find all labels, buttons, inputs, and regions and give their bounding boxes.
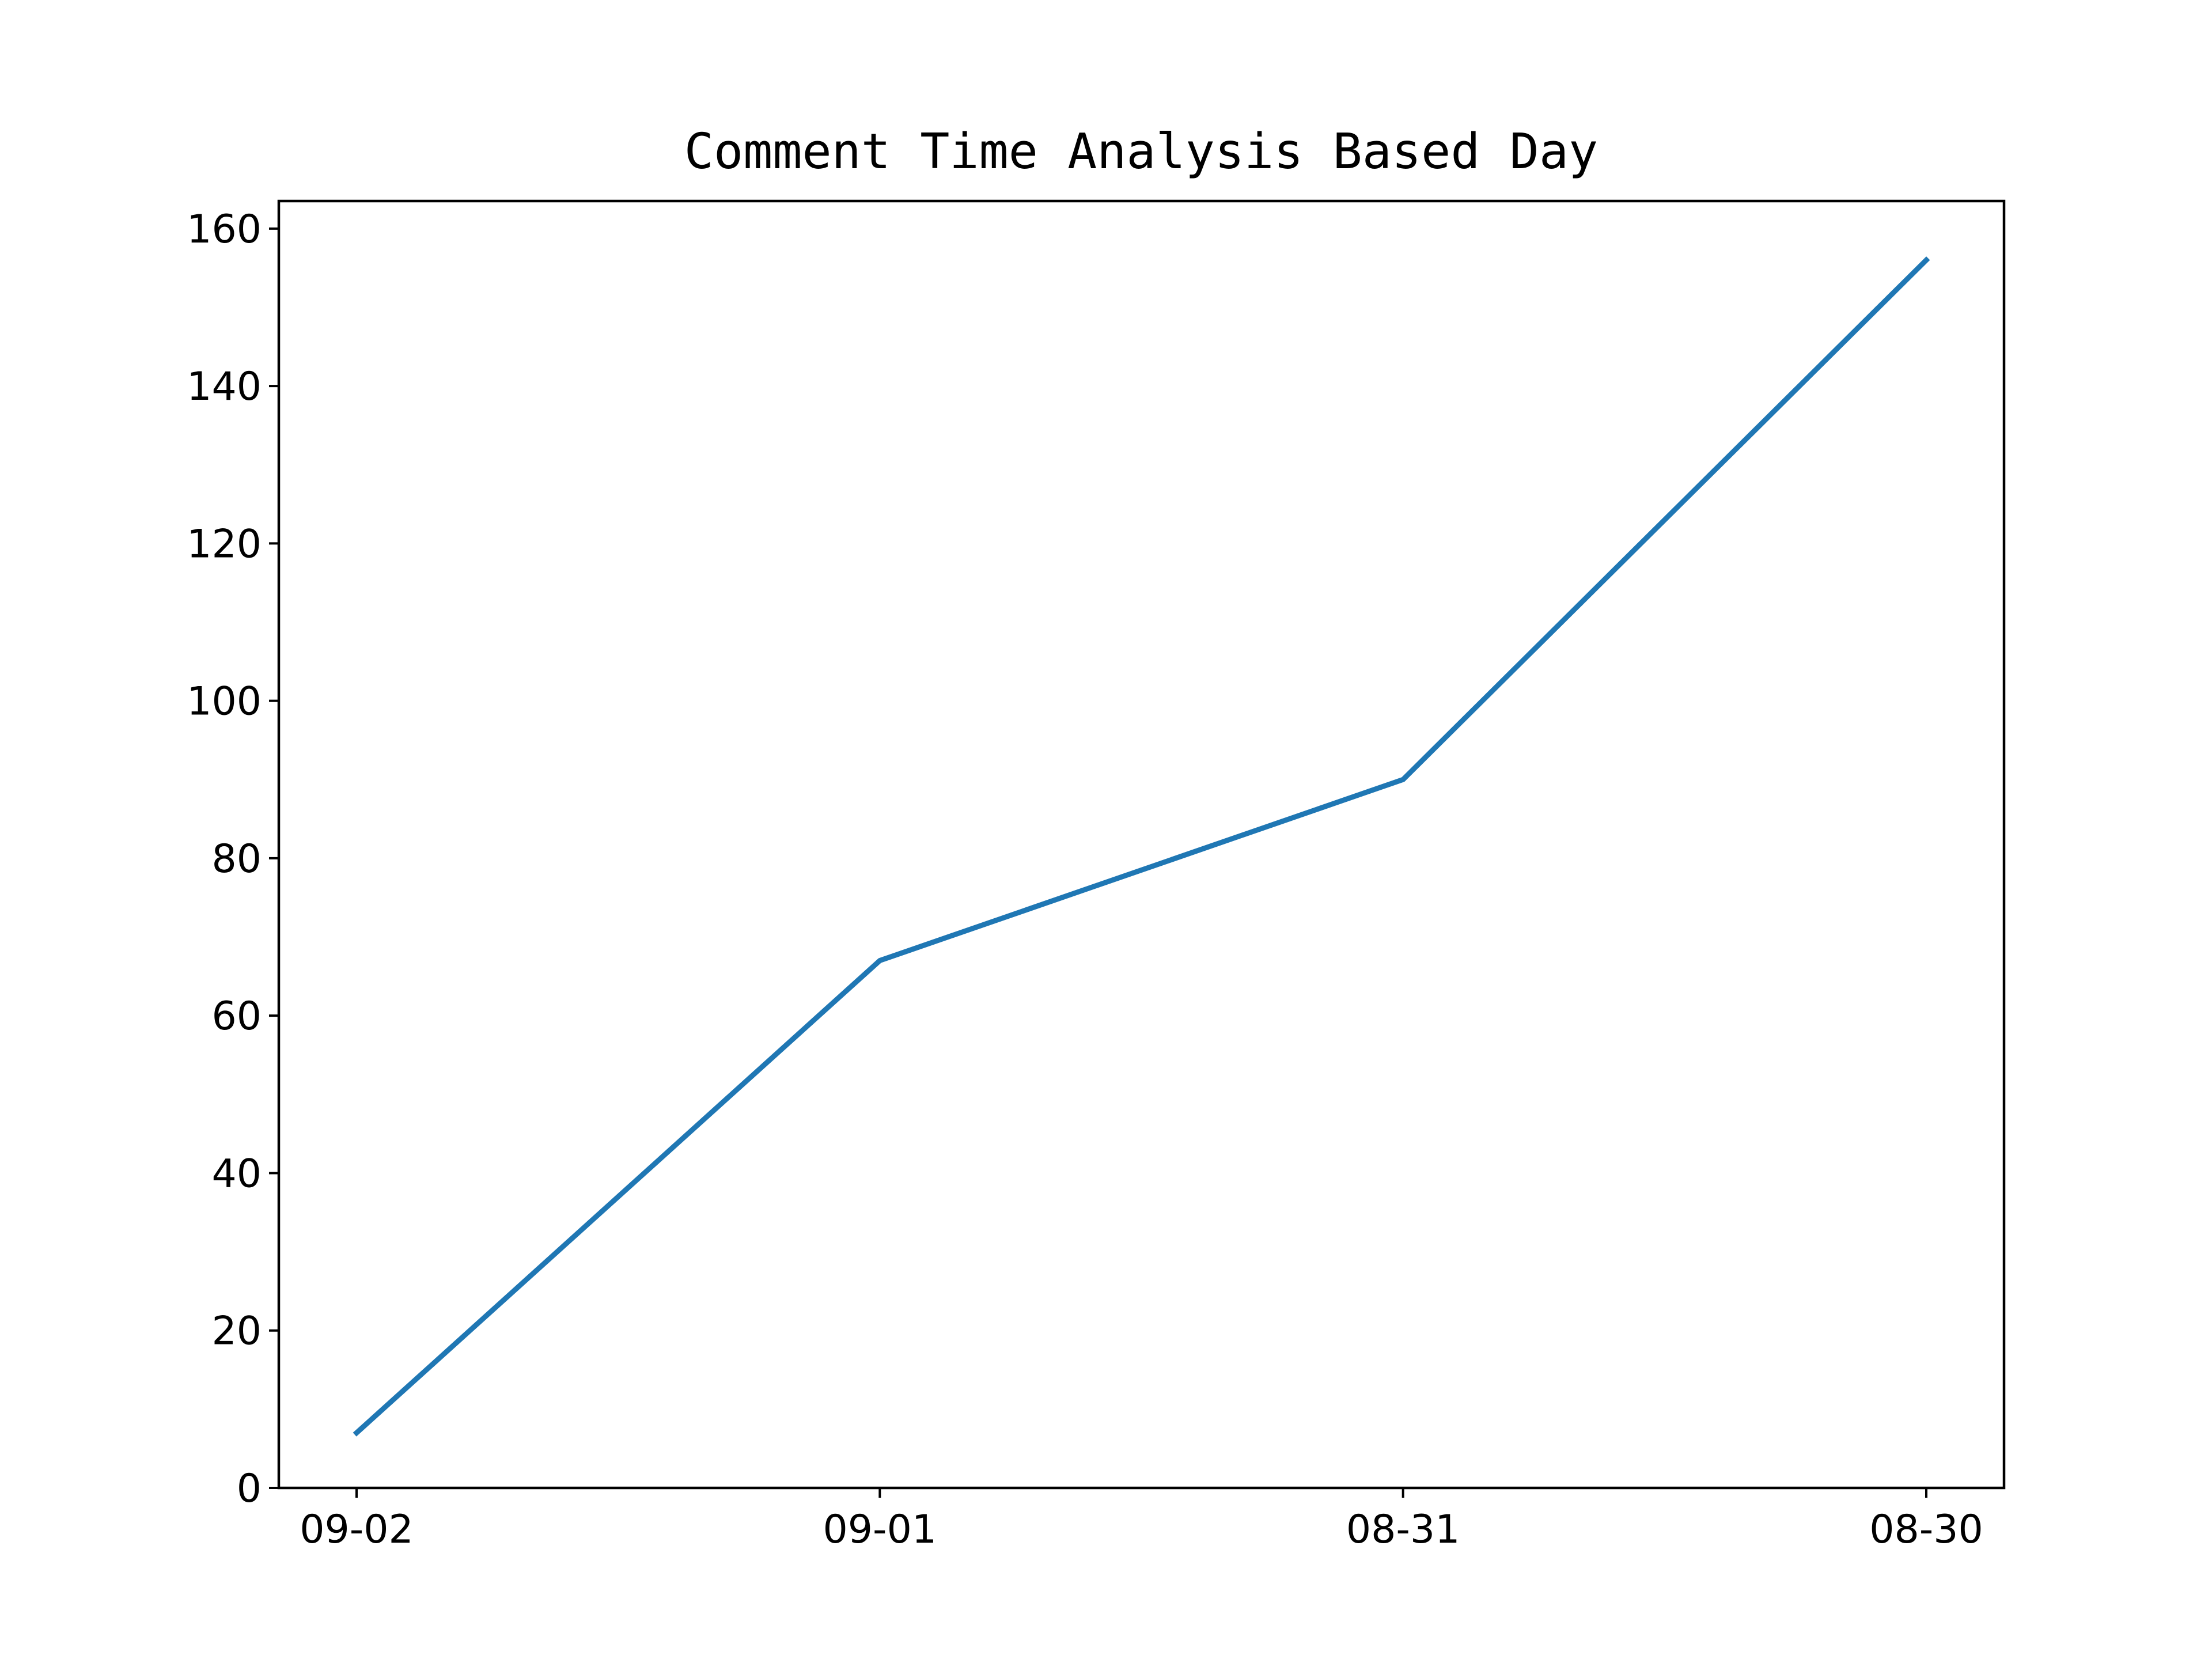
series-line-0 (353, 256, 1930, 1437)
x-tick-label: 08-31 (1346, 1507, 1460, 1552)
y-tick-label: 100 (187, 679, 262, 725)
x-tick-label: 09-02 (300, 1507, 414, 1552)
chart-title: Comment Time Analysis Based Day (684, 123, 1598, 180)
y-tick-label: 80 (211, 836, 262, 882)
series-lines (353, 256, 1930, 1437)
plot-area-frame (277, 199, 2006, 1490)
x-tick-label: 08-30 (1869, 1507, 1983, 1552)
y-tick-label: 140 (187, 364, 262, 410)
y-tick-label: 60 (211, 994, 262, 1039)
y-tick-label: 40 (211, 1151, 262, 1196)
y-tick-label: 0 (237, 1466, 262, 1512)
y-axis-ticks: 0 20 40 60 80 100 120 140 160 (187, 207, 279, 1512)
y-tick-label: 120 (187, 521, 262, 567)
x-axis-ticks: 09-02 09-01 08-31 08-30 (300, 1488, 1983, 1552)
x-tick-label: 09-01 (823, 1507, 937, 1552)
y-tick-label: 20 (211, 1309, 262, 1354)
y-tick-label: 160 (187, 207, 262, 252)
